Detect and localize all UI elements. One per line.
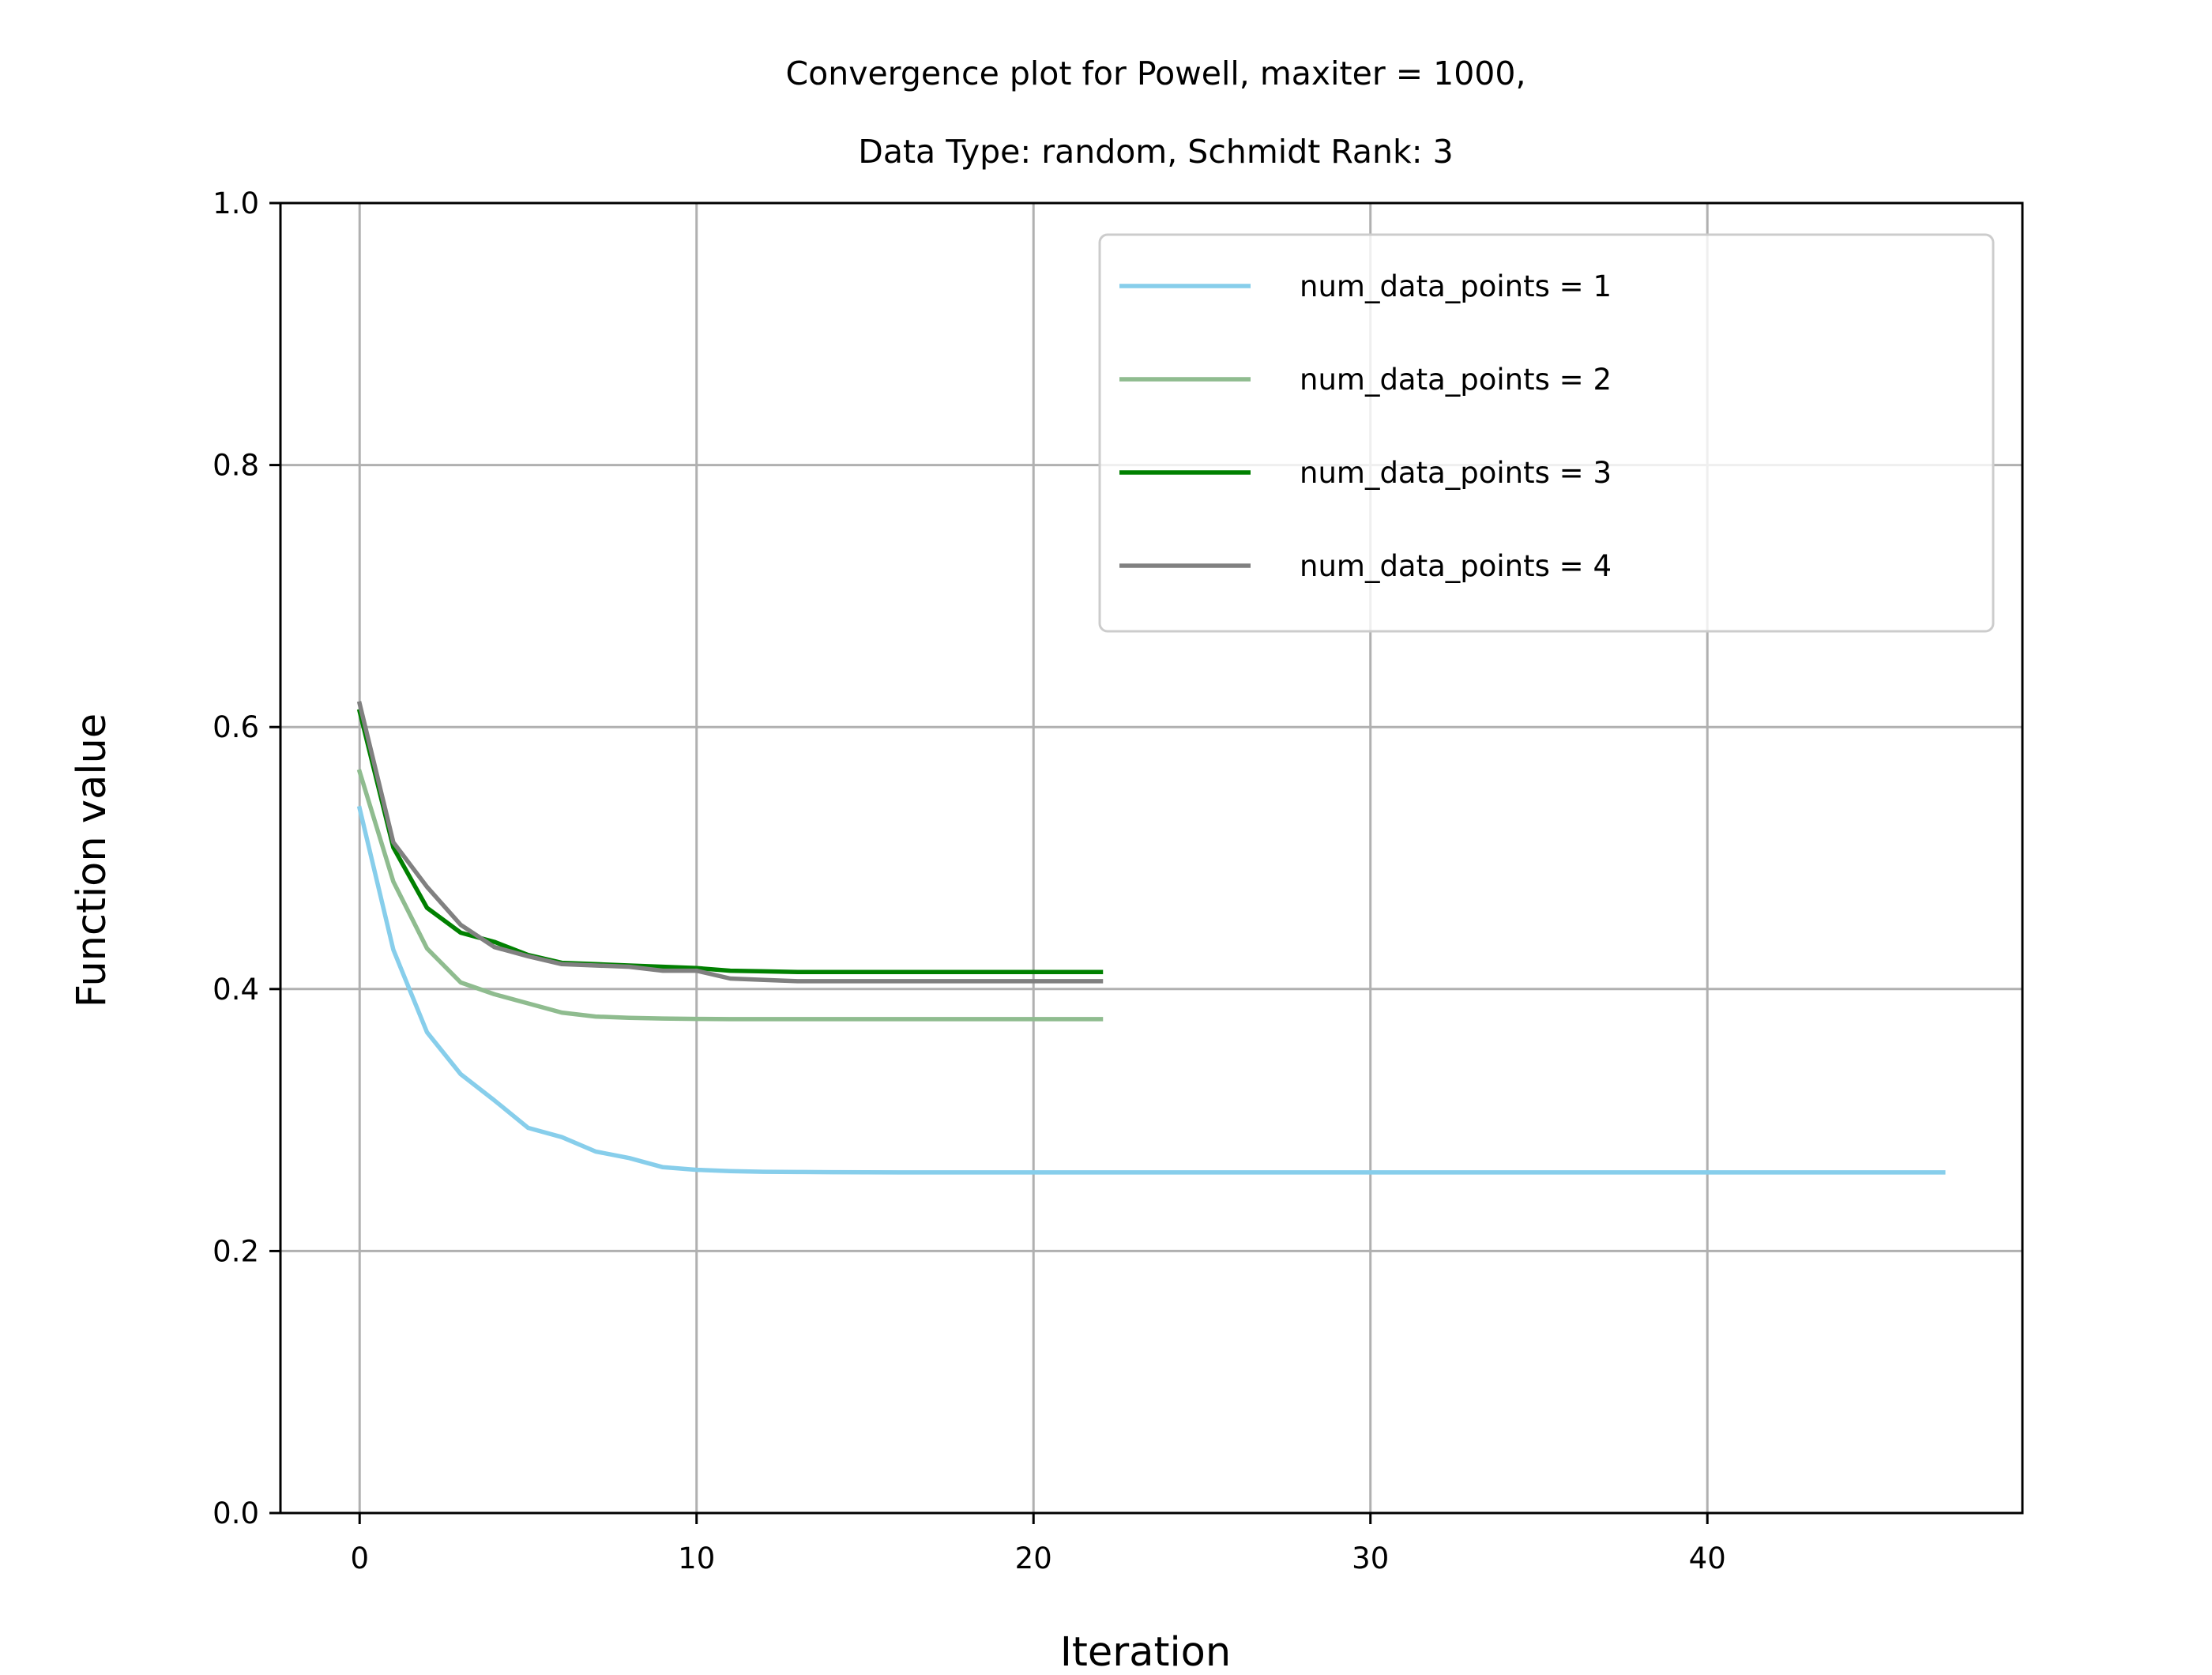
legend-box [1098, 233, 1995, 633]
x-tick-label: 40 [1689, 1541, 1726, 1575]
plot-lines [356, 701, 1946, 1175]
series-line-2 [356, 769, 1104, 1022]
series-line-1 [356, 805, 1946, 1175]
legend-label-2: num_data_points = 2 [1300, 363, 1612, 397]
legend-label-3: num_data_points = 3 [1300, 456, 1612, 490]
legend-entries: num_data_points = 1 num_data_points = 2 nu… [1119, 269, 1612, 583]
y-axis-label: Function value [69, 713, 115, 1007]
x-axis-label: Iteration [1060, 1629, 1231, 1675]
chart-title-line-2: Data Type: random, Schmidt Rank: 3 [858, 133, 1453, 171]
chart-title-line-1: Convergence plot for Powell, maxiter = 1… [786, 55, 1526, 92]
y-tick-label: 0.4 [213, 973, 259, 1007]
y-tick-label: 0.8 [213, 449, 259, 483]
x-tick-label: 30 [1352, 1541, 1389, 1575]
legend: num_data_points = 1 num_data_points = 2 nu… [1098, 233, 1995, 633]
y-tick-label: 1.0 [213, 186, 259, 220]
y-tick-label: 0.2 [213, 1234, 259, 1268]
x-tick-label: 10 [678, 1541, 715, 1575]
axes-frame [279, 201, 2024, 1515]
x-tick-label: 0 [350, 1541, 369, 1575]
y-tick-label: 0.0 [213, 1496, 259, 1530]
axis-ticks: 0 10 20 30 40 0.0 0.2 0.4 0.6 0.8 1.0 [213, 186, 1726, 1575]
series-line-4 [356, 701, 1104, 984]
x-tick-label: 20 [1015, 1541, 1052, 1575]
legend-label-4: num_data_points = 4 [1300, 549, 1612, 583]
legend-label-1: num_data_points = 1 [1300, 269, 1612, 303]
y-tick-label: 0.6 [213, 710, 259, 744]
